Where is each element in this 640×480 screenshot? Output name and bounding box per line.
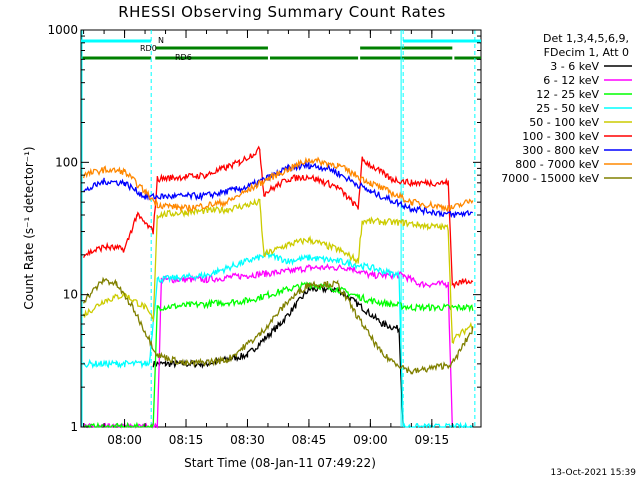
legend-header-line-1: Det 1,3,4,5,6,9, (543, 32, 629, 45)
legend-entry-label: 6 - 12 keV (543, 74, 599, 87)
x-tick-label: 08:45 (292, 433, 327, 447)
flag-label-rd6: RD6 (175, 53, 192, 62)
x-tick-label: 08:30 (230, 433, 265, 447)
x-axis-label: Start Time (08-Jan-11 07:49:22) (184, 456, 376, 470)
legend-entry-label: 100 - 300 keV (522, 130, 599, 143)
x-axis-ticks: 08:00 08:15 08:30 08:45 09:00 09:15 (83, 30, 474, 447)
series-line (83, 145, 474, 290)
legend: Det 1,3,4,5,6,9, FDecim 1, Att 0 3 - 6 k… (501, 32, 632, 185)
series-line (83, 281, 474, 429)
legend-entry-label: 50 - 100 keV (529, 116, 599, 129)
y-tick-label: 1000 (47, 23, 78, 37)
series-line (83, 160, 474, 218)
series-line (82, 263, 453, 429)
series-line (83, 250, 474, 429)
y-axis-ticks: 1 10 100 1000 (47, 23, 481, 434)
legend-entry-label: 12 - 25 keV (536, 88, 599, 101)
legend-entry-label: 25 - 50 keV (536, 102, 599, 115)
legend-entry-label: 300 - 800 keV (522, 144, 599, 157)
y-axis-label: Count Rate (s⁻¹ detector⁻¹) (22, 146, 36, 309)
legend-entry-label: 7000 - 15000 keV (501, 172, 599, 185)
legend-header-line-2: FDecim 1, Att 0 (544, 46, 629, 59)
series-line (82, 197, 474, 345)
flag-label-rd0: RD0 (140, 44, 157, 53)
series-line (82, 156, 474, 214)
y-tick-label: 1 (70, 420, 78, 434)
y-tick-label: 100 (55, 155, 78, 169)
plot-frame (80, 29, 482, 428)
x-tick-label: 09:15 (415, 433, 450, 447)
flag-label-n: N (158, 36, 164, 45)
legend-entry-label: 3 - 6 keV (550, 60, 599, 73)
footer-date: 13-Oct-2021 15:39 (551, 468, 637, 478)
series-lines (82, 145, 474, 429)
series-line (83, 276, 474, 375)
x-tick-label: 08:00 (107, 433, 142, 447)
series-line (152, 284, 404, 428)
plot-area: 08:00 08:15 08:30 08:45 09:00 09:15 1 10 100 100… (47, 23, 482, 447)
x-tick-label: 08:15 (169, 433, 204, 447)
flag-bars (81, 30, 481, 427)
chart-title: RHESSI Observing Summary Count Rates (118, 3, 446, 21)
y-tick-label: 10 (63, 288, 78, 302)
legend-entry-label: 800 - 7000 keV (515, 158, 599, 171)
x-tick-label: 09:00 (353, 433, 388, 447)
